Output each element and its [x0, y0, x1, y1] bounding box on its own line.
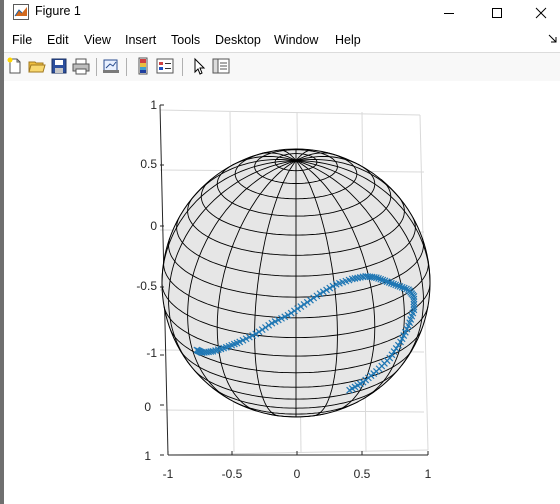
trajectory-marker: [294, 305, 302, 313]
trajectory-marker: [410, 303, 418, 311]
y-tick-label: 0: [150, 219, 157, 233]
trajectory-marker: [400, 284, 408, 292]
trajectory-marker: [252, 330, 260, 338]
trajectory-marker: [346, 386, 354, 394]
trajectory-marker: [310, 294, 318, 302]
menu-insert[interactable]: Insert: [125, 33, 157, 47]
window-title: Figure 1: [35, 4, 81, 18]
trajectory-marker: [265, 321, 273, 329]
z-tick-label: 0: [144, 400, 151, 414]
menu-view[interactable]: View: [84, 33, 111, 47]
trajectory-marker: [372, 274, 380, 282]
x-tick-label: 0.5: [354, 467, 371, 481]
insert-legend-icon[interactable]: [156, 57, 174, 75]
trajectory-marker: [323, 286, 330, 294]
trajectory-marker: [255, 328, 263, 336]
trajectory-marker: [377, 275, 385, 283]
trajectory-marker: [387, 279, 395, 287]
trajectory-marker: [375, 275, 382, 282]
menu-edit[interactable]: Edit: [47, 33, 69, 47]
toolbar-separator: [182, 58, 183, 76]
trajectory-marker: [381, 277, 389, 285]
trajectory-marker: [262, 324, 269, 331]
x-tick-label: 0: [294, 467, 301, 481]
trajectory-marker: [313, 292, 321, 300]
open-file-icon[interactable]: [28, 57, 46, 75]
insert-colorbar-icon[interactable]: [134, 57, 152, 75]
trajectory-marker: [287, 309, 295, 317]
print-icon[interactable]: [72, 57, 90, 75]
toolbar-separator: [126, 58, 127, 76]
trajectory-marker: [258, 326, 266, 334]
trajectory-marker: [300, 301, 308, 308]
trajectory-marker: [394, 341, 402, 349]
trajectory-marker: [410, 301, 418, 308]
trajectory-marker: [390, 348, 398, 356]
trajectory-marker: [290, 307, 298, 315]
trajectory-marker: [392, 281, 400, 289]
trajectory-marker: [326, 284, 334, 292]
close-icon: [535, 7, 547, 19]
menu-tools[interactable]: Tools: [171, 33, 201, 47]
trajectory-marker: [410, 295, 418, 303]
title-bar[interactable]: Figure 1: [4, 0, 560, 26]
trajectory-marker: [388, 351, 396, 359]
trajectory-marker: [303, 298, 311, 306]
maximize-icon: [492, 8, 502, 18]
y-tick-label: -0.5: [136, 279, 157, 293]
menu-window[interactable]: Window: [274, 33, 319, 47]
toolbar-separator: [96, 58, 97, 76]
y-tick-label: -1: [146, 346, 157, 360]
x-tick-label: 1: [425, 467, 432, 481]
menu-file[interactable]: File: [12, 33, 33, 47]
menu-bar: File Edit View Insert Tools Desktop Wind…: [4, 30, 560, 50]
trajectory-marker: [297, 303, 305, 311]
new-figure-icon[interactable]: [6, 57, 24, 75]
z-tick-label: 1: [144, 449, 151, 463]
dock-arrow-icon[interactable]: [548, 34, 558, 44]
maximize-button[interactable]: [474, 0, 520, 26]
trajectory-marker: [307, 296, 314, 304]
trajectory-marker: [329, 282, 337, 290]
trajectory-marker: [284, 311, 292, 319]
x-tick-label: -0.5: [222, 467, 243, 481]
trajectory-marker: [379, 276, 387, 284]
x-tick-label: -1: [163, 467, 174, 481]
trajectory-marker: [385, 279, 393, 286]
minimize-button[interactable]: [426, 0, 472, 26]
menu-desktop[interactable]: Desktop: [215, 33, 261, 47]
sphere-mesh: [161, 149, 431, 418]
trajectory-marker: [392, 344, 400, 352]
trajectory-marker: [394, 282, 402, 290]
trajectory-marker: [410, 298, 418, 306]
trajectory-marker: [316, 290, 324, 298]
close-button[interactable]: [518, 0, 560, 26]
menu-help[interactable]: Help: [335, 33, 361, 47]
trajectory-marker: [397, 338, 404, 346]
trajectory-marker: [410, 292, 418, 300]
axis-ticks: 1 0.5 0 -0.5 -1 0 1 -1 -0.5 0 0.5 1: [136, 98, 431, 481]
trajectory-marker: [383, 278, 391, 286]
trajectory-marker: [390, 280, 397, 288]
property-inspector-icon[interactable]: [212, 57, 230, 75]
link-plot-icon[interactable]: [102, 57, 120, 75]
trajectory-marker: [398, 283, 406, 291]
trajectory-marker: [396, 283, 404, 290]
minimize-icon: [444, 13, 454, 14]
figure-canvas: 1 0.5 0 -0.5 -1 0 1 -1 -0.5 0 0.5 1: [4, 81, 560, 504]
select-pointer-icon[interactable]: [190, 57, 208, 75]
trajectory-marker: [319, 288, 327, 296]
trajectory-series: [193, 272, 418, 394]
y-tick-label: 1: [150, 98, 157, 112]
matlab-logo-icon: [13, 4, 29, 20]
y-tick-label: 0.5: [140, 157, 157, 171]
save-icon[interactable]: [50, 57, 68, 75]
